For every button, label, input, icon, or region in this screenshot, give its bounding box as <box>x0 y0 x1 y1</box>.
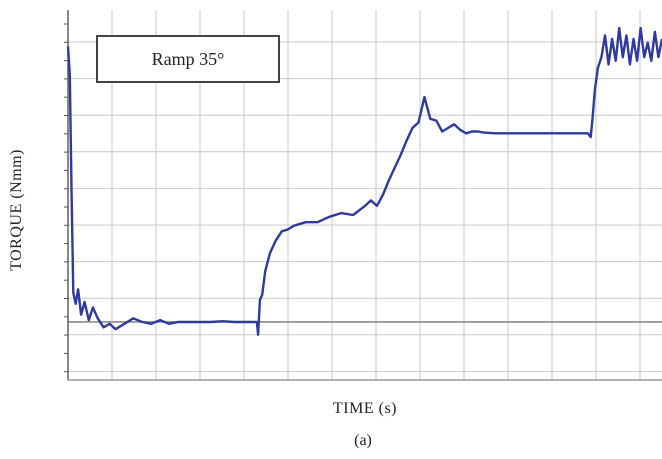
annotation-label: Ramp 35° <box>151 48 225 69</box>
y-axis-label: TORQUE (Nmm) <box>8 149 25 271</box>
figure-caption: (a) <box>354 432 372 449</box>
torque-series-line <box>66 26 662 336</box>
annotation-box: Ramp 35° <box>96 35 280 83</box>
x-axis-label: TIME (s) <box>333 400 397 417</box>
chart-grid <box>68 10 662 380</box>
